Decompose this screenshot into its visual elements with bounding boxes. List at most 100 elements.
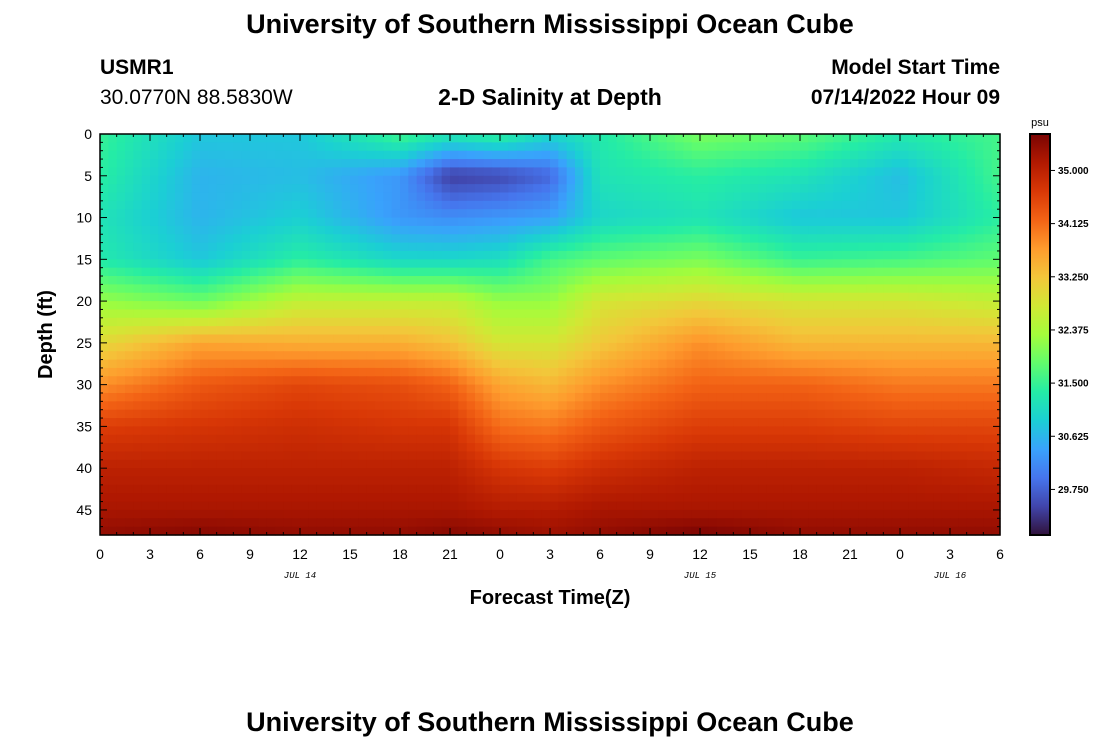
heatmap-cell bbox=[508, 493, 518, 503]
heatmap-cell bbox=[800, 468, 809, 478]
heatmap-cell bbox=[916, 392, 926, 402]
heatmap-cell bbox=[350, 334, 359, 344]
heatmap-cell bbox=[358, 217, 368, 227]
heatmap-cell bbox=[191, 167, 201, 177]
heatmap-cell bbox=[658, 359, 668, 369]
heatmap-cell bbox=[600, 192, 609, 202]
heatmap-cell bbox=[858, 200, 868, 210]
heatmap-cell bbox=[783, 459, 793, 469]
heatmap-cell bbox=[691, 175, 701, 185]
heatmap-cell bbox=[333, 276, 343, 285]
heatmap-cell bbox=[850, 225, 859, 235]
heatmap-cell bbox=[300, 309, 309, 319]
heatmap-cell bbox=[841, 392, 851, 402]
heatmap-cell bbox=[325, 484, 334, 494]
heatmap-cell bbox=[766, 493, 776, 503]
heatmap-cell bbox=[150, 142, 159, 152]
heatmap-cell bbox=[641, 501, 651, 511]
heatmap-cell bbox=[641, 484, 651, 494]
heatmap-cell bbox=[166, 401, 176, 411]
heatmap-cell bbox=[966, 401, 976, 411]
heatmap-cell bbox=[783, 284, 793, 294]
heatmap-cell bbox=[125, 351, 134, 361]
heatmap-cell bbox=[641, 351, 651, 361]
heatmap-cell bbox=[183, 342, 193, 352]
heatmap-cell bbox=[566, 267, 576, 277]
heatmap-cell bbox=[533, 217, 543, 227]
heatmap-cell bbox=[558, 434, 568, 444]
heatmap-cell bbox=[308, 217, 318, 227]
heatmap-cell bbox=[525, 484, 534, 494]
heatmap-cell bbox=[650, 351, 659, 361]
heatmap-cell bbox=[916, 192, 926, 202]
heatmap-cell bbox=[775, 484, 784, 494]
heatmap-cell bbox=[358, 459, 368, 469]
heatmap-cell bbox=[750, 401, 759, 411]
heatmap-cell bbox=[725, 259, 734, 269]
heatmap-cell bbox=[825, 376, 834, 386]
heatmap-cell bbox=[508, 159, 518, 169]
heatmap-cell bbox=[300, 159, 309, 169]
heatmap-cell bbox=[808, 234, 818, 244]
heatmap-cell bbox=[391, 217, 401, 227]
heatmap-cell bbox=[591, 392, 601, 402]
heatmap-cell bbox=[583, 351, 593, 361]
heatmap-cell bbox=[666, 209, 676, 219]
heatmap-cell bbox=[366, 276, 376, 285]
heatmap-cell bbox=[825, 225, 834, 235]
heatmap-cell bbox=[808, 167, 818, 177]
heatmap-cell bbox=[108, 167, 118, 177]
heatmap-cell bbox=[516, 334, 526, 344]
heatmap-cell bbox=[916, 276, 926, 285]
heatmap-cell bbox=[500, 159, 509, 169]
heatmap-cell bbox=[141, 250, 151, 260]
heatmap-cell bbox=[183, 134, 193, 143]
heatmap-cell bbox=[491, 167, 501, 177]
heatmap-cell bbox=[883, 392, 893, 402]
heatmap-cell bbox=[100, 134, 109, 143]
heatmap-cell bbox=[983, 484, 993, 494]
heatmap-cell bbox=[333, 175, 343, 185]
heatmap-cell bbox=[616, 134, 626, 143]
heatmap-cell bbox=[875, 234, 884, 244]
heatmap-cell bbox=[233, 192, 243, 202]
heatmap-cell bbox=[858, 192, 868, 202]
heatmap-cell bbox=[283, 317, 293, 327]
heatmap-cell bbox=[650, 234, 659, 244]
heatmap-cell bbox=[900, 484, 909, 494]
heatmap-cell bbox=[250, 384, 259, 394]
heatmap-cell bbox=[383, 451, 393, 461]
heatmap-cell bbox=[491, 409, 501, 419]
heatmap-cell bbox=[500, 359, 509, 369]
heatmap-cell bbox=[691, 434, 701, 444]
heatmap-cell bbox=[208, 142, 218, 152]
heatmap-cell bbox=[991, 175, 1001, 185]
heatmap-cell bbox=[583, 317, 593, 327]
heatmap-cell bbox=[825, 493, 834, 503]
heatmap-cell bbox=[925, 276, 934, 285]
heatmap-cell bbox=[116, 301, 126, 311]
heatmap-cell bbox=[891, 351, 901, 361]
heatmap-cell bbox=[650, 434, 659, 444]
heatmap-cell bbox=[683, 334, 693, 344]
heatmap-cell bbox=[133, 134, 143, 143]
heatmap-cell bbox=[933, 225, 943, 235]
heatmap-cell bbox=[866, 159, 876, 169]
heatmap-cell bbox=[708, 342, 718, 352]
heatmap-cell bbox=[283, 326, 293, 336]
heatmap-cell bbox=[400, 443, 409, 453]
heatmap-cell bbox=[166, 501, 176, 511]
heatmap-cell bbox=[300, 284, 309, 294]
heatmap-cell bbox=[283, 376, 293, 386]
heatmap-cell bbox=[325, 326, 334, 336]
heatmap-cell bbox=[841, 209, 851, 219]
heatmap-cell bbox=[116, 384, 126, 394]
heatmap-cell bbox=[566, 493, 576, 503]
heatmap-cell bbox=[900, 493, 909, 503]
heatmap-cell bbox=[583, 134, 593, 143]
heatmap-cell bbox=[125, 184, 134, 194]
heatmap-cell bbox=[791, 426, 801, 436]
heatmap-cell bbox=[675, 443, 684, 453]
heatmap-cell bbox=[333, 376, 343, 386]
heatmap-cell bbox=[975, 468, 984, 478]
